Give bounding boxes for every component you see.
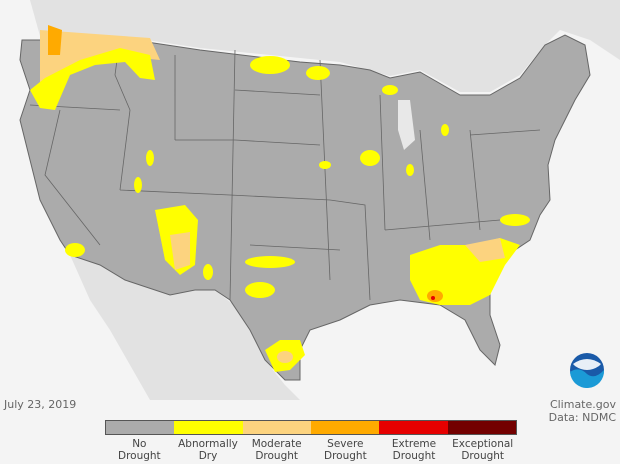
abnormally-dry-or: [30, 48, 155, 110]
abnormally-dry: [245, 256, 295, 268]
legend-swatch: [242, 421, 311, 434]
legend-label-line: Exceptional: [452, 438, 514, 450]
credit-source: Climate.gov: [549, 398, 616, 411]
map-date: July 23, 2019: [4, 398, 77, 411]
legend-label-line: Drought: [392, 450, 436, 462]
legend-swatch: [447, 421, 516, 434]
mexico-landmass: [70, 255, 300, 400]
drought-legend: No Drought Abnormally Dry Moderate Drought Sev…: [105, 420, 517, 462]
legend-label: Extreme Drought: [380, 438, 449, 462]
great-lake: [398, 100, 415, 150]
abnormally-dry: [441, 124, 449, 136]
contiguous-us: [19, 34, 591, 381]
legend-label-line: Drought: [255, 450, 299, 462]
legend-label: Exceptional Drought: [448, 438, 517, 462]
abnormally-dry: [146, 150, 154, 166]
abnormally-dry: [203, 264, 213, 280]
abnormally-dry: [382, 85, 398, 95]
legend-label-line: Abnormally: [178, 438, 238, 450]
moderate-drought-nm: [170, 232, 190, 270]
abnormally-dry: [245, 282, 275, 298]
legend-label: Severe Drought: [311, 438, 380, 462]
abnormally-dry: [360, 150, 380, 166]
legend-swatch: [310, 421, 380, 434]
legend-labels: No Drought Abnormally Dry Moderate Drought Sev…: [105, 438, 517, 462]
legend-swatch: [106, 421, 175, 434]
abnormally-dry: [406, 164, 414, 176]
legend-label-line: Drought: [117, 450, 161, 462]
moderate-drought-tx: [277, 351, 293, 363]
state-borders: [29, 37, 541, 301]
abnormally-dry: [306, 66, 330, 80]
legend-swatch: [174, 421, 243, 434]
abnormally-dry: [250, 56, 290, 74]
abnormally-dry: [319, 161, 331, 169]
abnormally-dry: [500, 214, 530, 226]
extreme-drought-ga: [431, 296, 435, 300]
legend-swatch: [379, 421, 448, 434]
legend-label-line: Drought: [461, 450, 505, 462]
severe-drought-ga: [427, 290, 443, 302]
legend-label-line: No: [132, 438, 147, 450]
legend-label-line: Severe: [327, 438, 364, 450]
legend-label: Abnormally Dry: [174, 438, 243, 462]
moderate-drought-southeast: [465, 238, 505, 262]
legend-label-line: Drought: [324, 450, 367, 462]
legend-label: No Drought: [105, 438, 174, 462]
legend-label-line: Moderate: [251, 438, 302, 450]
legend-label-line: Extreme: [391, 438, 437, 450]
legend-label-line: Dry: [198, 450, 218, 462]
canada-landmass: [0, 0, 620, 92]
abnormally-dry: [134, 177, 142, 193]
legend-color-bar: [105, 420, 517, 435]
drought-areas: [30, 25, 530, 372]
noaa-logo: [569, 352, 605, 392]
abnormally-dry-ca: [65, 243, 85, 257]
severe-drought-wa: [48, 25, 62, 55]
map-credit: Climate.gov Data: NDMC: [549, 398, 616, 424]
legend-label: Moderate Drought: [242, 438, 311, 462]
credit-data: Data: NDMC: [548, 411, 616, 424]
drought-map: [0, 0, 620, 400]
